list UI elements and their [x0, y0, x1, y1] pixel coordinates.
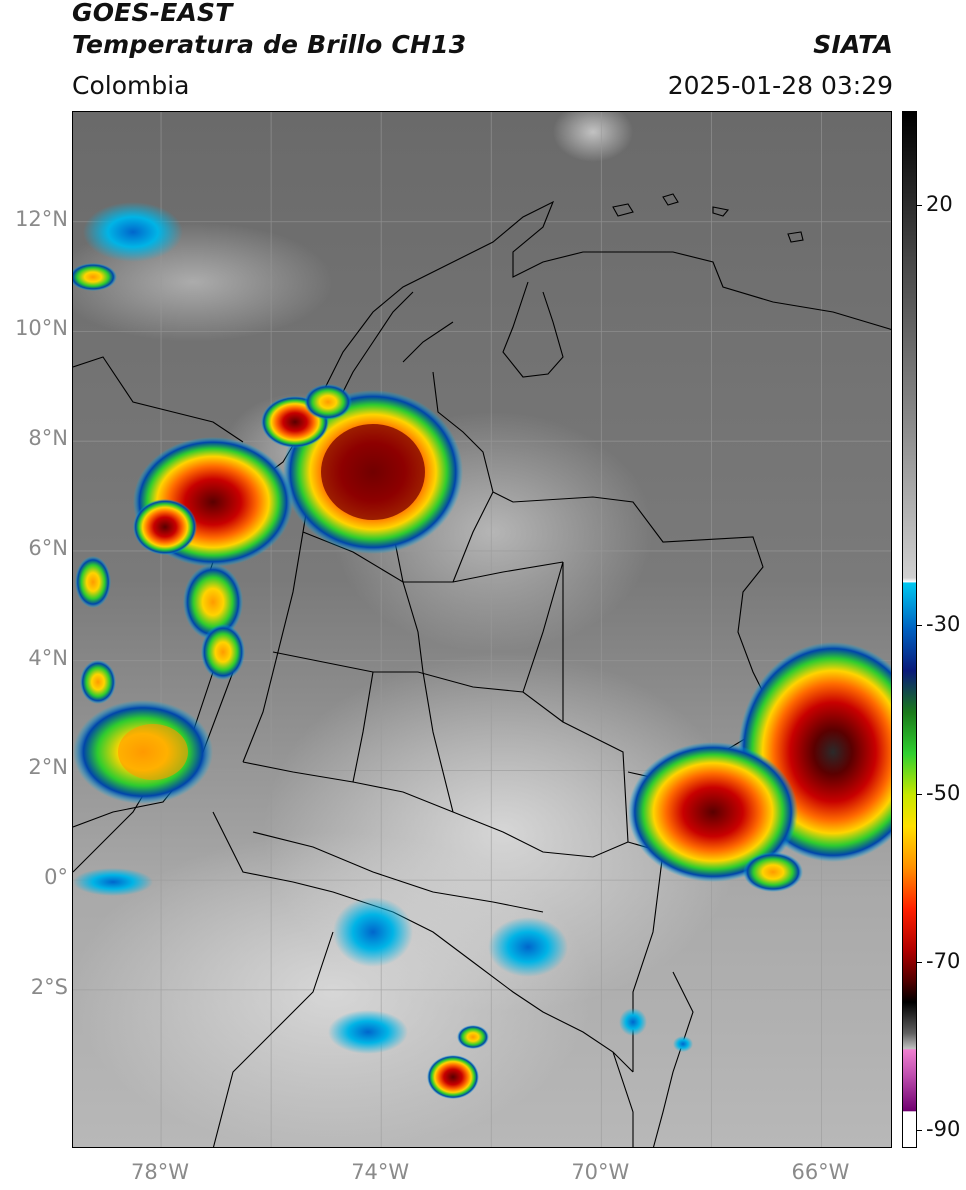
colorbar-tick-label: -70: [926, 948, 961, 973]
map-canvas: [73, 112, 891, 1147]
colorbar-tick-mark: [917, 1130, 922, 1132]
gridlines: [73, 112, 891, 1147]
latitude-tick-label: 8°N: [28, 426, 68, 451]
colorbar-tick-label: -30: [926, 612, 961, 637]
product-title: GOES-EAST: [72, 0, 233, 27]
latitude-tick-label: 2°S: [30, 974, 68, 999]
longitude-tick-label: 66°W: [791, 1160, 850, 1184]
temperature-colorbar: [902, 111, 917, 1148]
latitude-tick-label: 4°N: [28, 645, 68, 670]
longitude-tick-label: 74°W: [351, 1160, 410, 1184]
latitude-tick-label: 2°N: [28, 755, 68, 780]
brand-label: SIATA: [813, 30, 893, 59]
borders: [73, 193, 891, 1147]
colorbar-tick-mark: [917, 625, 922, 627]
longitude-tick-label: 78°W: [131, 1160, 190, 1184]
colorbar-tick-label: -50: [926, 780, 961, 805]
timestamp-label: 2025-01-28 03:29: [667, 71, 893, 100]
longitude-tick-label: 70°W: [571, 1160, 630, 1184]
satellite-map: [72, 111, 892, 1148]
latitude-tick-label: 6°N: [28, 535, 68, 560]
colorbar-tick-mark: [917, 793, 922, 795]
colorbar-tick-mark: [917, 204, 922, 206]
colorbar-tick-label: 20: [926, 191, 953, 216]
colorbar-tick-label: -90: [926, 1117, 961, 1142]
product-subtitle: Temperatura de Brillo CH13: [72, 30, 467, 59]
convective-clouds: [73, 202, 891, 1099]
latitude-tick-label: 10°N: [15, 316, 68, 341]
region-label: Colombia: [72, 71, 190, 100]
colorbar-gradient: [903, 112, 916, 1147]
colorbar-tick-mark: [917, 961, 922, 963]
latitude-tick-label: 0°: [44, 865, 68, 890]
latitude-tick-label: 12°N: [15, 206, 68, 231]
